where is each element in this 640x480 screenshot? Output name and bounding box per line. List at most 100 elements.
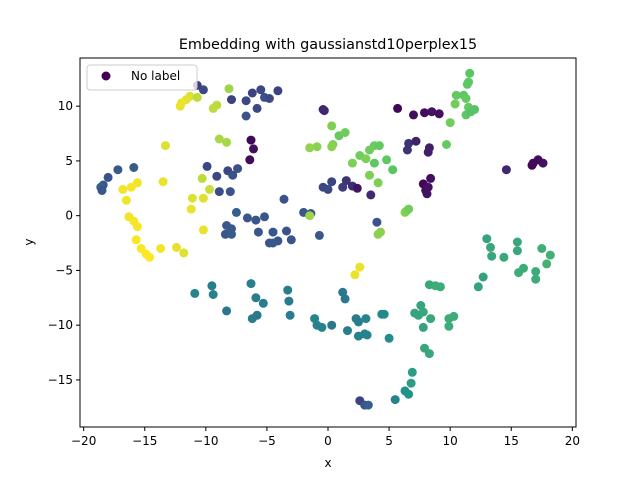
data-point [355,262,365,272]
data-point [373,178,383,188]
y-axis-ticks: −15 −10 −5 0 5 10 [48,99,80,387]
data-point [409,110,418,120]
data-point [268,238,278,248]
data-point [486,242,495,252]
data-point [445,118,455,128]
data-point [327,177,337,187]
data-point [207,281,217,291]
data-point [202,161,212,171]
data-point [465,68,475,78]
data-point [406,378,416,388]
data-point [260,212,269,222]
data-point [372,217,382,227]
data-point [531,267,541,276]
data-point [393,103,403,113]
data-point [222,137,232,147]
data-point [192,92,202,102]
data-point [249,144,258,154]
data-point [424,349,434,359]
data-point [382,155,392,165]
data-point [245,155,255,165]
data-point [132,222,142,232]
data-point [354,331,363,341]
data-point [499,252,509,262]
data-point [365,170,374,180]
data-point [268,227,278,237]
data-point [198,85,208,95]
data-point [327,142,337,152]
data-point [145,252,155,262]
data-point [253,227,263,237]
data-point [461,94,471,103]
y-tick-label: 0 [65,209,73,223]
data-point [251,293,261,303]
y-tick-label: −10 [48,318,73,332]
data-point [156,244,166,253]
data-point [426,314,436,324]
data-point [246,279,256,289]
data-point [542,259,552,269]
data-point [285,310,295,320]
data-point [121,195,131,205]
data-point [190,288,200,298]
data-point [179,248,189,258]
data-point [97,186,107,195]
data-point [126,182,136,192]
data-point [241,111,251,121]
data-point [224,84,234,94]
data-point [379,309,389,319]
y-tick-label: −5 [55,263,73,277]
data-point [241,96,251,106]
data-point [450,99,460,109]
data-point [198,225,208,235]
data-point [212,171,222,181]
data-point [305,143,315,153]
data-point [279,194,289,204]
data-point [314,230,324,240]
data-point [282,226,291,236]
data-point [258,298,268,308]
data-point [404,389,414,399]
data-point [341,176,351,186]
y-tick-label: −15 [48,373,73,387]
data-point [482,234,492,244]
data-point [420,108,429,118]
data-point [350,270,360,280]
points-layer [96,68,555,410]
data-point [363,400,373,410]
data-point [247,88,257,98]
legend: No label [86,64,198,91]
data-point [373,229,383,239]
data-point [404,204,414,214]
x-tick-label: −5 [258,434,276,448]
data-point [442,140,451,149]
data-point [103,172,113,182]
data-point [227,229,236,239]
data-point [231,207,241,217]
data-point [327,121,337,131]
data-point [252,310,262,320]
data-point [113,165,123,175]
data-point [161,141,170,151]
y-tick-label: 10 [58,99,73,113]
data-point [197,173,207,183]
data-point [222,306,232,316]
data-point [214,134,224,144]
data-point [366,190,376,200]
data-point [361,154,371,164]
data-point [118,184,128,194]
legend-label: No label [131,69,180,83]
data-point [352,183,362,193]
data-point [214,187,224,197]
data-point [205,184,214,194]
data-point [228,170,238,180]
data-point [338,182,348,192]
data-point [283,285,293,295]
x-tick-label: 15 [504,434,519,448]
data-point [305,211,315,221]
data-point [198,193,208,203]
data-point [319,106,329,116]
data-point [317,322,327,332]
data-point [418,322,428,332]
